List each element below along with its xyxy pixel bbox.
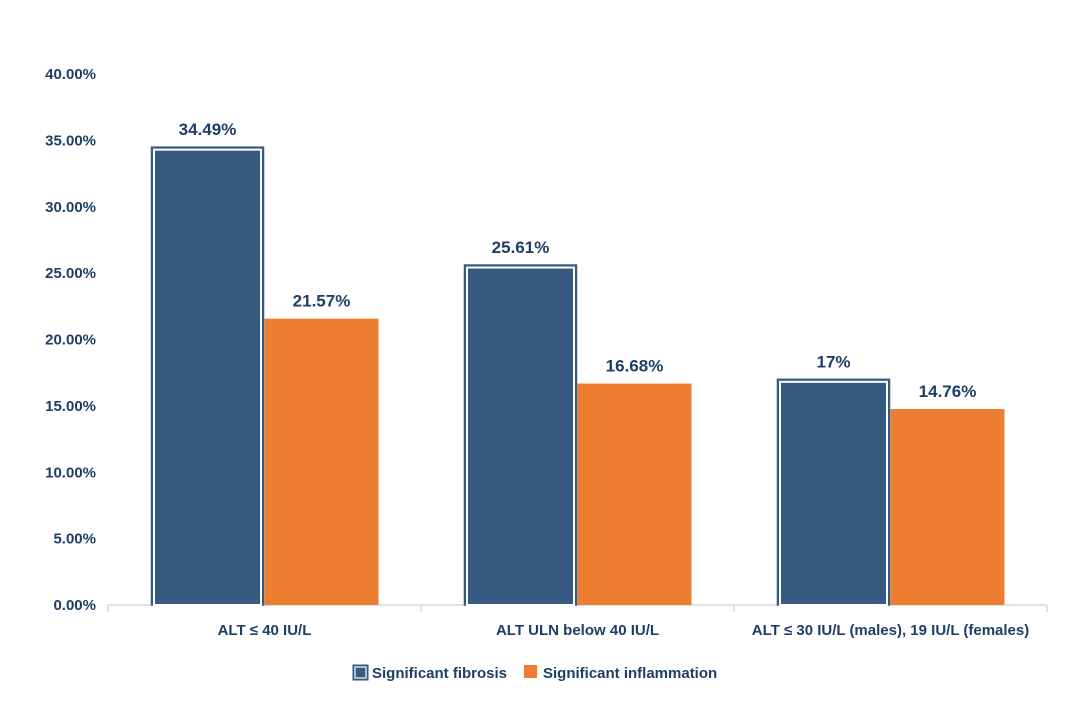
y-tick-label: 20.00% (45, 332, 96, 349)
bar-data-label: 16.68% (606, 357, 664, 376)
bars-group (150, 146, 1005, 607)
bar-significant-fibrosis (150, 146, 265, 606)
bar-data-label: 21.57% (293, 292, 351, 311)
y-tick-label: 15.00% (45, 398, 96, 415)
y-tick-label: 10.00% (45, 464, 96, 481)
bar-significant-inflammation (264, 318, 379, 605)
legend-swatch-outline (354, 666, 367, 679)
legend-label: Significant fibrosis (372, 665, 507, 682)
legend-swatch-fibrosis-icon (352, 664, 369, 681)
y-tick-label: 25.00% (45, 265, 96, 282)
x-category-label: ALT ≤ 30 IU/L (males), 19 IU/L (females) (752, 622, 1030, 639)
bar-data-label: 25.61% (492, 238, 550, 257)
y-axis: 0.00% 5.00% 10.00% 15.00% 20.00% 25.00% 30.00%… (45, 66, 96, 614)
bar-data-label: 34.49% (179, 120, 237, 139)
legend-label: Significant inflammation (543, 665, 717, 682)
x-category-label: ALT ULN below 40 IU/L (496, 622, 659, 639)
y-tick-label: 35.00% (45, 132, 96, 149)
bar-inner-outline (466, 266, 575, 606)
y-tick-label: 40.00% (45, 66, 96, 83)
legend: Significant fibrosis Significant inflamma… (352, 664, 717, 682)
y-tick-label: 30.00% (45, 199, 96, 216)
bar-significant-inflammation (890, 409, 1005, 605)
y-tick-label: 5.00% (53, 531, 96, 548)
bar-inner-outline (153, 148, 262, 606)
bar-significant-fibrosis (776, 378, 891, 606)
data-labels-group: 34.49% 21.57% 25.61% 16.68% 17% 14.76% (179, 120, 977, 401)
x-category-label: ALT ≤ 40 IU/L (218, 622, 312, 639)
x-axis: ALT ≤ 40 IU/L ALT ULN below 40 IU/L ALT ≤ … (107, 604, 1048, 639)
y-tick-label: 0.00% (53, 597, 96, 614)
bar-inner-outline (779, 380, 888, 607)
bar-significant-fibrosis (463, 264, 578, 606)
bar-significant-inflammation (577, 383, 692, 605)
bar-data-label: 14.76% (919, 382, 977, 401)
legend-swatch-inflammation-icon (524, 665, 537, 678)
bar-data-label: 17% (816, 352, 850, 371)
